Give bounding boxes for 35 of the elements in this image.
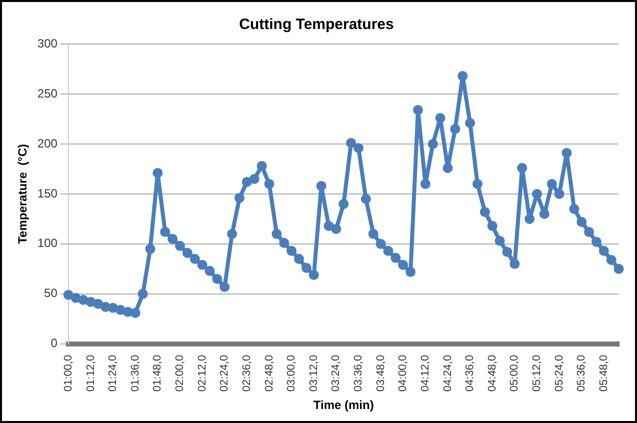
- x-tick-label: 03:36,0: [352, 354, 365, 392]
- chart-title: Cutting Temperatures: [239, 16, 394, 34]
- x-tick-label: 02:12,0: [196, 354, 208, 392]
- x-tick-label: 01:48,0: [152, 354, 164, 392]
- x-tick-label: 01:24,0: [107, 354, 120, 392]
- x-tick-label: 03:12,0: [308, 354, 320, 392]
- x-tick-label: 02:36,0: [240, 354, 253, 392]
- x-axis-title: Time (min): [313, 398, 374, 412]
- x-tick-label: 02:00,0: [174, 354, 186, 392]
- x-tick-label: 05:12,0: [531, 354, 544, 392]
- x-tick-label: 04:48,0: [486, 354, 498, 392]
- y-axis-title: Temperature (°C): [16, 144, 30, 244]
- x-tick-label: 01:36,0: [129, 354, 142, 392]
- x-tick-label: 03:48,0: [374, 354, 387, 392]
- y-tick-label: 250: [37, 86, 58, 100]
- x-tick-label: 03:24,0: [330, 354, 342, 392]
- x-tick-label: 01:00,0: [62, 354, 74, 392]
- x-tick-label: 05:48,0: [598, 354, 610, 392]
- x-tick-label: 03:00,0: [286, 354, 298, 392]
- x-tick-label: 05:00,0: [508, 354, 521, 392]
- x-tick-label: 05:36,0: [576, 354, 588, 392]
- x-tick-label: 04:12,0: [419, 354, 432, 392]
- x-tick-label: 01:12,0: [84, 354, 97, 392]
- x-tick-label: 02:48,0: [263, 354, 276, 392]
- x-tick-label: 02:24,0: [218, 354, 231, 392]
- x-tick-label: 04:36,0: [464, 354, 476, 392]
- y-tick-label: 50: [44, 286, 58, 300]
- y-tick-label: 150: [37, 186, 58, 200]
- x-tick-label: 04:00,0: [397, 354, 410, 392]
- y-tick-label: 0: [50, 336, 58, 350]
- y-tick-label: 100: [37, 236, 58, 250]
- x-tick-label: 05:24,0: [553, 354, 566, 392]
- y-tick-label: 300: [37, 36, 58, 50]
- y-tick-label: 200: [37, 136, 58, 150]
- x-tick-label: 04:24,0: [442, 354, 454, 392]
